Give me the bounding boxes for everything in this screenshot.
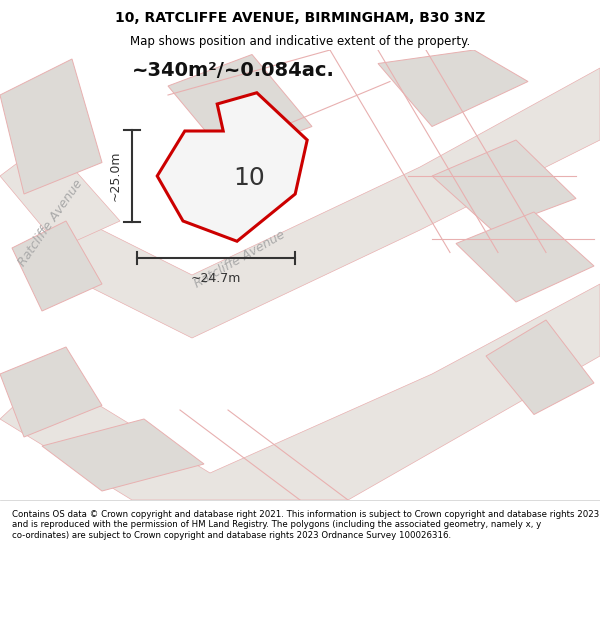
Polygon shape	[12, 221, 102, 311]
Polygon shape	[157, 92, 307, 241]
Polygon shape	[0, 140, 120, 248]
Polygon shape	[486, 320, 594, 414]
Text: Map shows position and indicative extent of the property.: Map shows position and indicative extent…	[130, 35, 470, 48]
Polygon shape	[0, 284, 600, 500]
Polygon shape	[456, 212, 594, 302]
Polygon shape	[168, 54, 312, 158]
Text: ~340m²/~0.084ac.: ~340m²/~0.084ac.	[132, 61, 335, 80]
Text: Ratcliffe Avenue: Ratcliffe Avenue	[16, 177, 86, 269]
Text: 10, RATCLIFFE AVENUE, BIRMINGHAM, B30 3NZ: 10, RATCLIFFE AVENUE, BIRMINGHAM, B30 3N…	[115, 11, 485, 25]
Polygon shape	[432, 140, 576, 230]
Text: 10: 10	[233, 166, 265, 190]
Polygon shape	[378, 50, 528, 126]
Polygon shape	[48, 68, 600, 338]
Polygon shape	[42, 419, 204, 491]
Polygon shape	[0, 59, 102, 194]
Text: Contains OS data © Crown copyright and database right 2021. This information is : Contains OS data © Crown copyright and d…	[12, 510, 599, 540]
Polygon shape	[0, 347, 102, 437]
Text: ~25.0m: ~25.0m	[109, 151, 122, 201]
Text: Ratcliffe Avenue: Ratcliffe Avenue	[193, 228, 287, 291]
Text: ~24.7m: ~24.7m	[191, 272, 241, 285]
